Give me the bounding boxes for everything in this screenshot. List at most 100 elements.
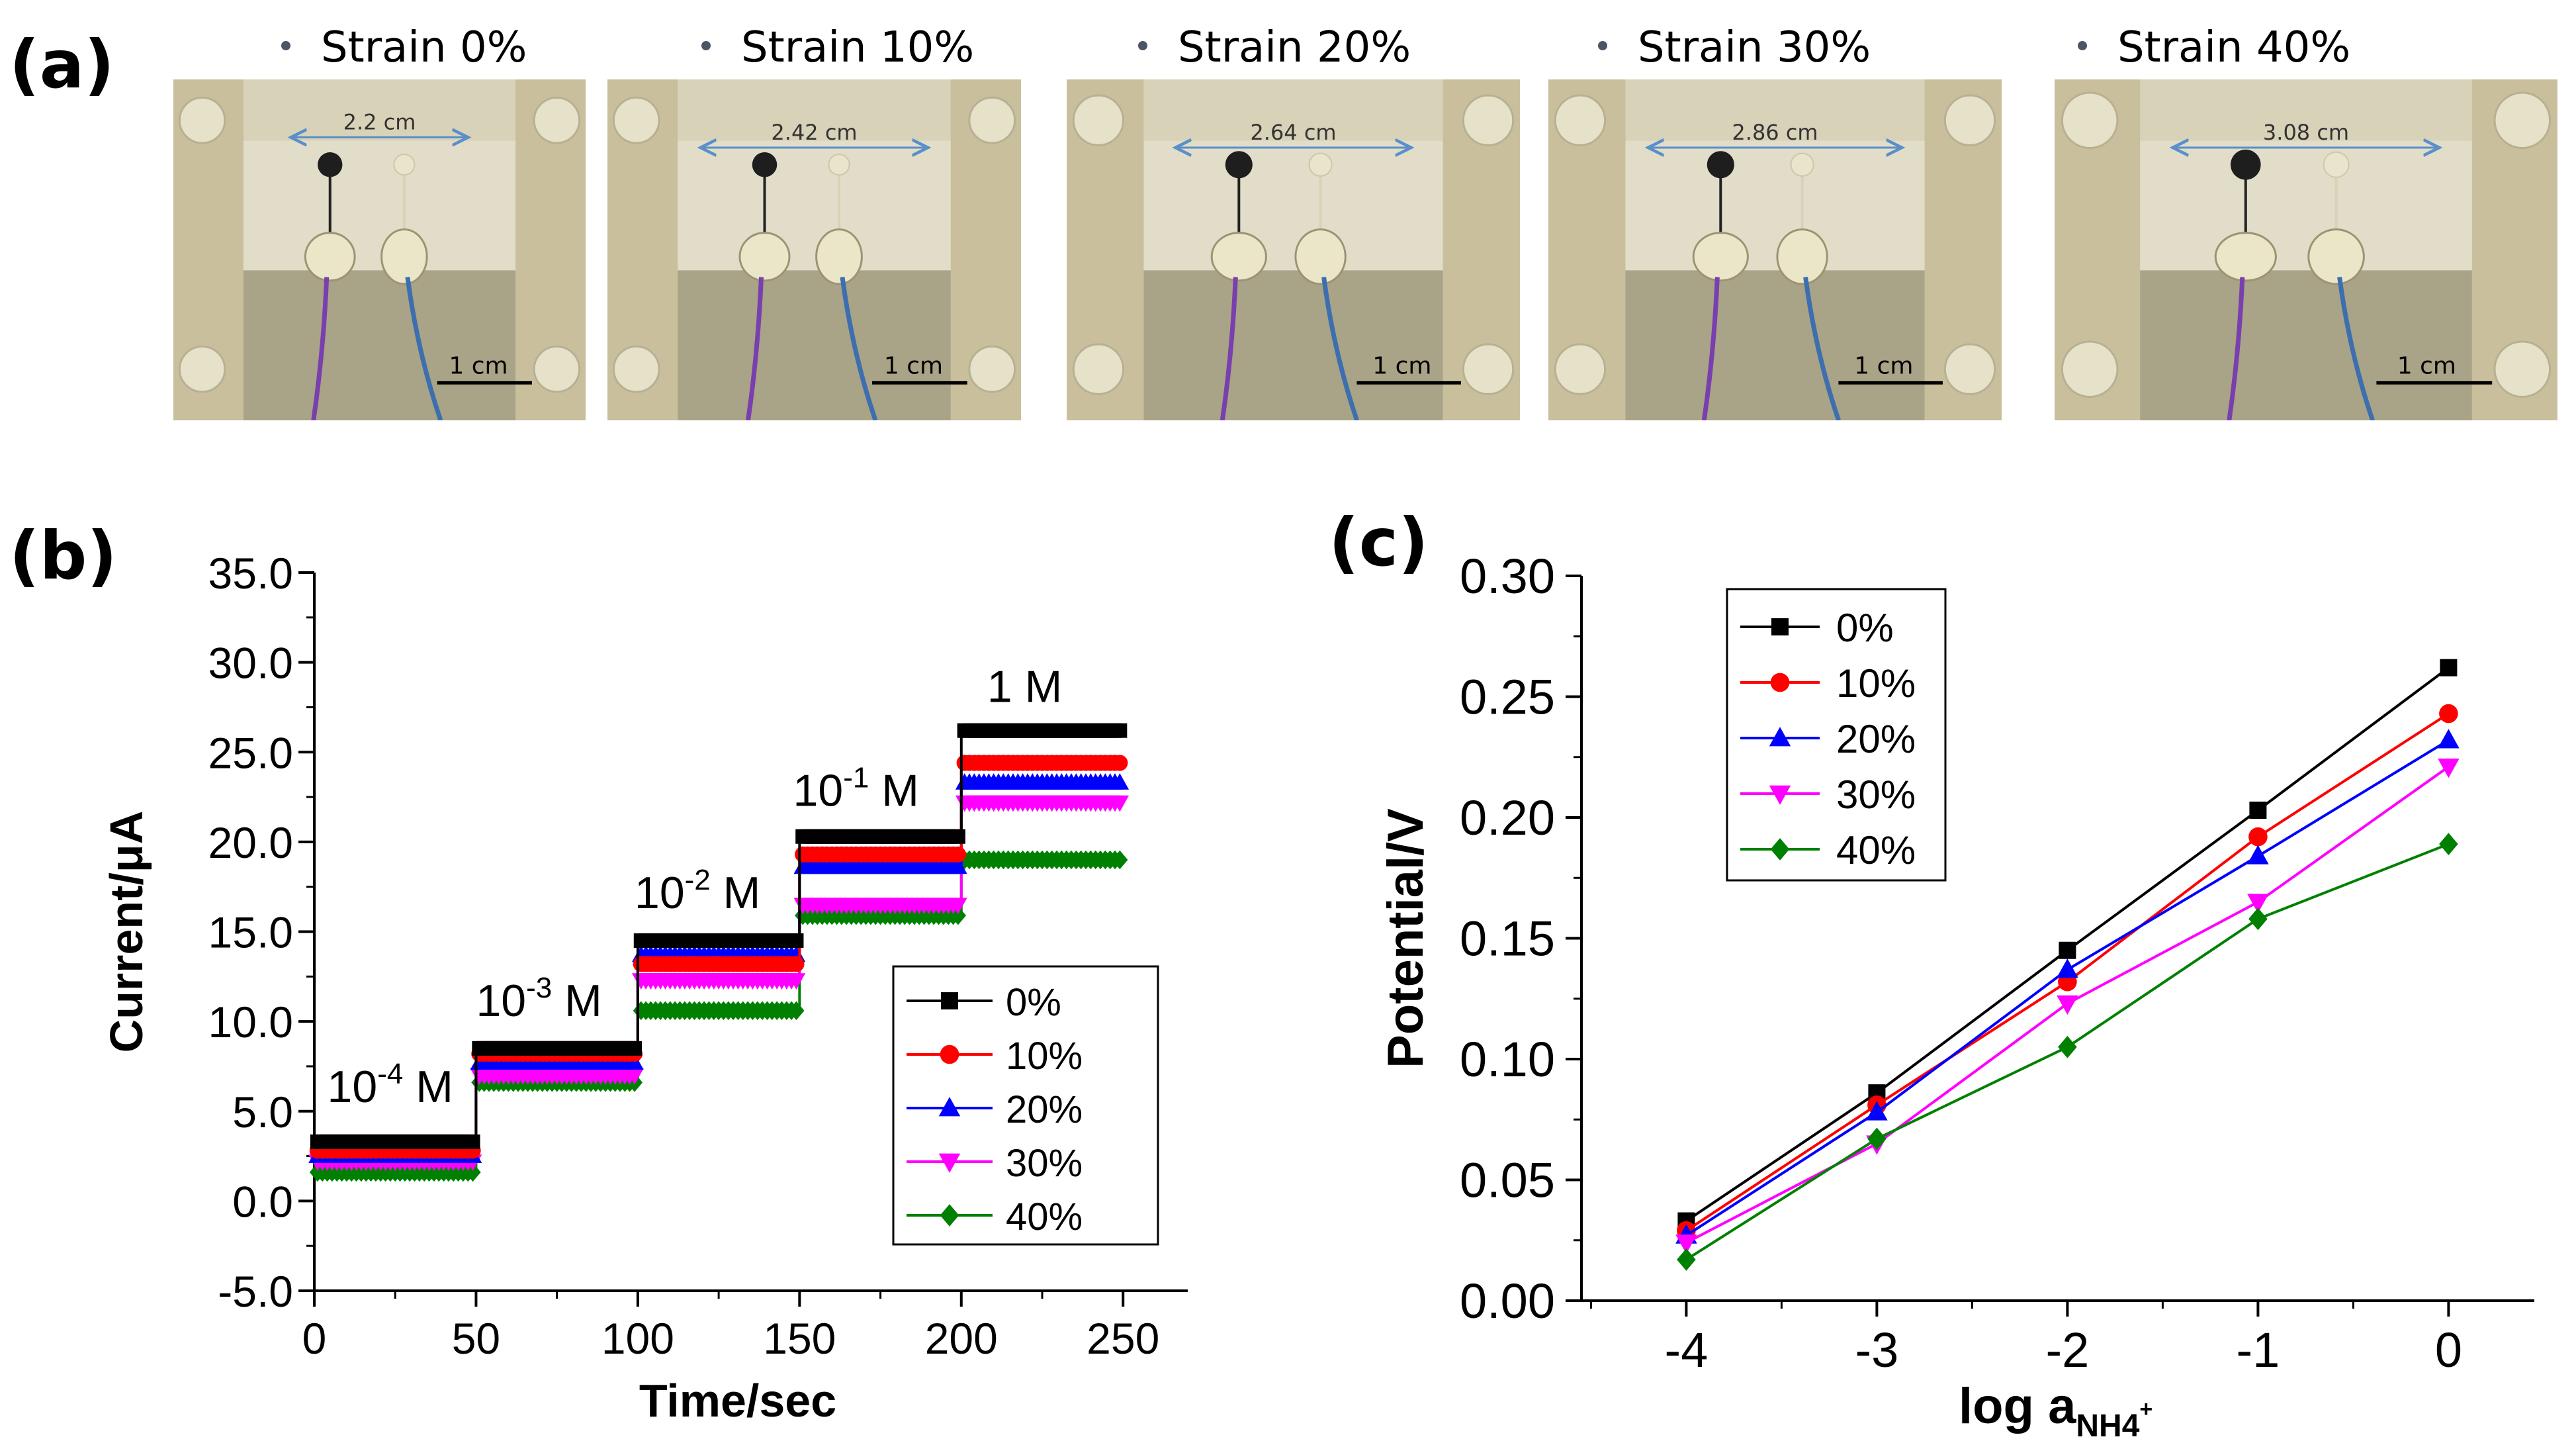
- y-tick-label: 25.0: [208, 728, 293, 777]
- substrate-film: [1625, 140, 1925, 271]
- data-point: [625, 1068, 644, 1085]
- working-electrode: [318, 152, 343, 177]
- legend-marker: [940, 1204, 959, 1227]
- blue-wire: [1803, 277, 1841, 420]
- data-point: [2058, 1035, 2077, 1058]
- data-point: [1110, 773, 1130, 790]
- photo-caption-text: Strain 40%: [2117, 23, 2351, 72]
- substrate-film: [678, 140, 951, 271]
- screw-knob-icon: [968, 345, 1016, 393]
- data-point: [2248, 908, 2268, 931]
- data-point: [2439, 833, 2458, 856]
- legend-label: 30%: [1006, 1142, 1083, 1185]
- contact-blob: [738, 232, 791, 282]
- bullet-dot-icon: [281, 41, 290, 51]
- concentration-label: 10-4 M: [328, 1058, 453, 1112]
- concentration-label: 10-1 M: [793, 762, 919, 816]
- data-point: [2247, 845, 2269, 864]
- strain-photo-drawing: 2.64 cm 1 cm: [1067, 79, 1520, 420]
- legend-label: 10%: [1836, 661, 1916, 706]
- panel-label-c: (c): [1329, 504, 1429, 581]
- photo-caption-0: Strain 0%: [281, 26, 527, 69]
- screw-knob-icon: [1072, 94, 1125, 146]
- span-label: 2.64 cm: [1250, 120, 1336, 145]
- screw-knob-icon: [178, 97, 226, 144]
- data-point: [2440, 659, 2458, 676]
- screw-knob-icon: [2493, 340, 2552, 398]
- x-tick-label: 250: [1087, 1314, 1159, 1363]
- x-tick-label: 0: [2435, 1323, 2462, 1377]
- screw-knob-icon: [2493, 91, 2552, 150]
- strain-photo-drawing: 2.2 cm 1 cm: [173, 79, 586, 420]
- substrate-film: [1143, 140, 1443, 271]
- blue-wire: [840, 277, 878, 420]
- data-point: [949, 857, 967, 874]
- concentration-label: 1 M: [987, 661, 1062, 712]
- working-electrode: [1707, 151, 1734, 179]
- photo-caption-1: Strain 10%: [701, 26, 974, 69]
- photo-caption-text: Strain 30%: [1638, 23, 1871, 72]
- legend-label: 0%: [1836, 606, 1894, 650]
- photo-caption-4: Strain 40%: [2078, 26, 2350, 69]
- y-tick-label: 10.0: [208, 998, 293, 1047]
- photo-caption-2: Strain 20%: [1138, 26, 1411, 69]
- data-point: [950, 829, 965, 844]
- purple-wire: [311, 277, 330, 420]
- data-point: [950, 906, 966, 925]
- legend-marker: [940, 1045, 959, 1064]
- y-tick-label: 20.0: [208, 818, 293, 867]
- data-point: [2438, 729, 2460, 749]
- blue-wire: [405, 277, 443, 420]
- screw-knob-icon: [1554, 94, 1607, 146]
- data-point: [949, 898, 967, 915]
- lower-clamp: [1143, 270, 1443, 420]
- working-electrode: [1225, 151, 1253, 179]
- screw-knob-icon: [612, 345, 660, 393]
- data-point: [2247, 894, 2269, 913]
- data-point: [627, 1041, 642, 1056]
- strain-photo: 2.2 cm 1 cm: [173, 79, 586, 420]
- legend-box: [1726, 588, 1947, 882]
- scale-label: 1 cm: [1372, 352, 1431, 379]
- strain-photo-drawing: 2.86 cm 1 cm: [1548, 79, 2002, 420]
- data-point: [1112, 723, 1128, 738]
- screw-knob-icon: [533, 345, 581, 393]
- data-point: [950, 846, 966, 862]
- legend-marker: [1769, 785, 1791, 805]
- contact-blob: [1692, 232, 1749, 282]
- screw-knob-icon: [2061, 340, 2119, 398]
- screw-knob-icon: [1943, 343, 1996, 395]
- y-axis-title: Potential/V: [1378, 808, 1434, 1068]
- strain-photo: 2.64 cm 1 cm: [1067, 79, 1520, 420]
- purple-wire: [1220, 277, 1238, 420]
- y-tick-label: 0.10: [1460, 1032, 1555, 1087]
- panel-label-b: (b): [9, 517, 117, 594]
- x-axis-title: Time/sec: [639, 1375, 836, 1426]
- data-point: [787, 973, 806, 990]
- lower-clamp: [678, 270, 951, 420]
- screw-knob-icon: [533, 97, 581, 144]
- strain-photo-drawing: 3.08 cm 1 cm: [2055, 79, 2557, 420]
- screw-knob-icon: [1072, 343, 1125, 395]
- screw-knob-icon: [1554, 343, 1607, 395]
- data-point: [1675, 1234, 1697, 1254]
- y-axis-title: Current/μA: [101, 811, 152, 1053]
- y-tick-label: 5.0: [232, 1088, 293, 1137]
- strain-photo: 2.42 cm 1 cm: [607, 79, 1021, 420]
- photo-caption-text: Strain 20%: [1178, 23, 1411, 72]
- scale-label: 1 cm: [1854, 352, 1913, 379]
- bullet-dot-icon: [701, 41, 711, 51]
- legend-box: [892, 965, 1159, 1246]
- data-point: [2057, 995, 2078, 1015]
- legend-marker: [1769, 727, 1791, 747]
- legend-marker: [1771, 618, 1789, 635]
- data-point: [2249, 802, 2267, 819]
- screw-knob-icon: [612, 96, 660, 144]
- x-tick-label: -1: [2236, 1323, 2280, 1377]
- concentration-label: 10-2 M: [635, 864, 760, 918]
- data-point: [1112, 850, 1128, 870]
- purple-wire: [2227, 277, 2245, 420]
- x-tick-label: 150: [763, 1314, 836, 1363]
- span-label: 3.08 cm: [2263, 120, 2349, 145]
- bullet-dot-icon: [2078, 41, 2087, 51]
